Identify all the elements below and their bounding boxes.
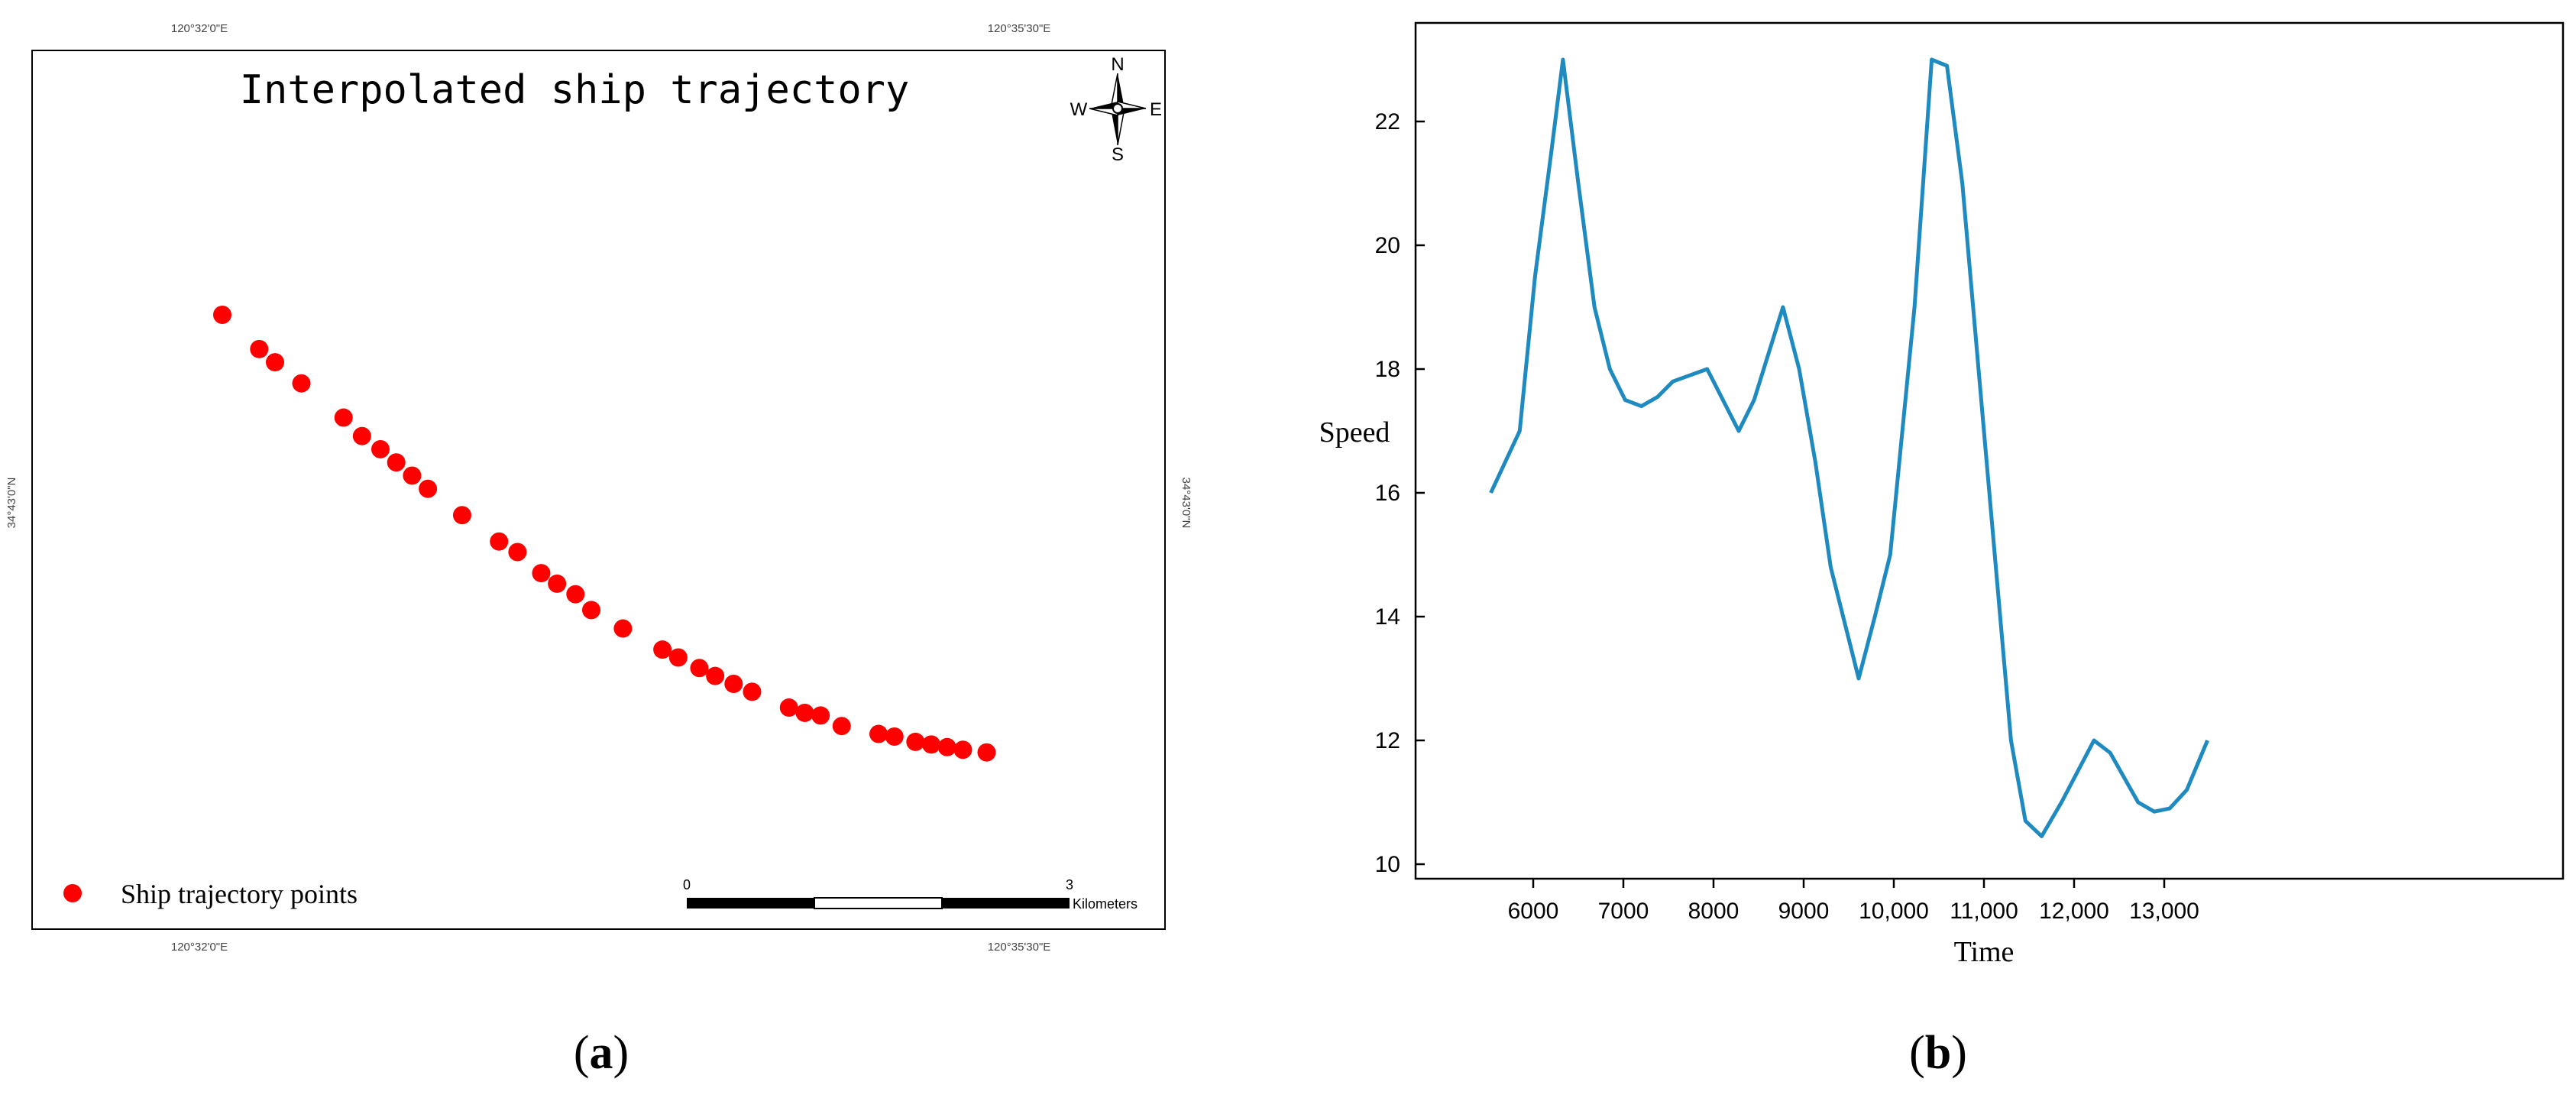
trajectory-point	[532, 564, 551, 583]
x-axis-ticks: 6000 7000 8000 9000 10,000 11,000 12,000 13,000	[1508, 879, 2199, 924]
y-tick-label: 16	[1375, 481, 1400, 506]
speed-series-line	[1489, 57, 2209, 838]
trajectory-point	[706, 666, 725, 685]
trajectory-point	[371, 439, 390, 458]
trajectory-point	[452, 506, 471, 525]
y-tick-label: 18	[1375, 357, 1400, 382]
trajectory-point	[266, 353, 284, 372]
scale-bar: 0 3 Kilometers	[683, 877, 1138, 912]
coord-bottom-right: 120°35'30"E	[988, 941, 1051, 954]
trajectory-point	[811, 706, 830, 725]
legend-marker	[63, 884, 82, 902]
trajectory-point	[922, 735, 941, 754]
x-tick-label: 10,000	[1859, 899, 1929, 924]
y-axis-ticks: 10 12 14 16 18 20 22	[1375, 109, 1425, 877]
x-tick-label: 8000	[1688, 899, 1739, 924]
compass-west-label: W	[1070, 99, 1088, 120]
trajectory-point	[779, 698, 798, 717]
trajectory-point	[403, 466, 422, 485]
trajectory-points	[213, 306, 996, 762]
compass-south-label: S	[1112, 144, 1124, 165]
panel-a-caption: (a)	[574, 1027, 629, 1079]
trajectory-point	[490, 532, 509, 551]
trajectory-point	[334, 408, 353, 427]
panel-a: 120°32'0"E 120°35'30"E 120°32'0"E 120°35…	[5, 22, 1193, 1079]
coord-left: 34°43'0"N	[5, 478, 18, 529]
chart-frame	[1414, 21, 2565, 880]
y-tick-label: 12	[1375, 728, 1400, 753]
trajectory-point	[937, 737, 956, 756]
trajectory-point	[953, 740, 972, 760]
coord-top-left: 120°32'0"E	[171, 22, 228, 35]
trajectory-point	[419, 479, 438, 498]
trajectory-point	[250, 339, 269, 358]
x-tick-label: 13,000	[2129, 899, 2199, 924]
coord-bottom-left: 120°32'0"E	[171, 941, 228, 954]
trajectory-point	[885, 727, 904, 746]
x-tick-label: 11,000	[1950, 899, 2018, 924]
map-frame	[31, 50, 1166, 930]
panel-b-caption: (b)	[1909, 1027, 1967, 1079]
y-axis-label: Speed	[1319, 416, 1390, 449]
x-axis-label: Time	[1954, 936, 2015, 968]
scale-end-label: 3	[1066, 877, 1073, 892]
trajectory-point	[977, 743, 996, 762]
scale-start-label: 0	[683, 877, 691, 892]
y-tick-label: 14	[1375, 604, 1400, 630]
y-tick-label: 20	[1375, 233, 1400, 258]
trajectory-point	[653, 640, 672, 659]
trajectory-point	[690, 659, 709, 678]
y-tick-label: 10	[1375, 852, 1400, 877]
trajectory-point	[668, 648, 688, 667]
trajectory-point	[292, 374, 311, 393]
trajectory-point	[213, 306, 231, 324]
trajectory-point	[906, 732, 925, 751]
x-tick-label: 12,000	[2039, 899, 2109, 924]
trajectory-point	[582, 601, 600, 620]
trajectory-point	[724, 675, 743, 693]
legend-label: Ship trajectory points	[121, 879, 358, 909]
trajectory-point	[743, 682, 762, 701]
x-tick-label: 7000	[1598, 899, 1649, 924]
trajectory-point	[566, 585, 585, 604]
map-legend: Ship trajectory points	[63, 879, 358, 909]
trajectory-point	[613, 619, 633, 638]
map-title: Interpolated ship trajectory	[240, 67, 910, 113]
compass-icon: N S E W	[1070, 54, 1162, 165]
trajectory-point	[795, 703, 814, 722]
x-tick-label: 9000	[1778, 899, 1830, 924]
x-tick-label: 6000	[1508, 899, 1559, 924]
trajectory-point	[869, 724, 888, 743]
coord-top-right: 120°35'30"E	[988, 22, 1051, 35]
trajectory-point	[508, 543, 527, 562]
trajectory-point	[352, 426, 371, 445]
compass-east-label: E	[1150, 99, 1162, 120]
panel-b: 10 12 14 16 18 20 22 6000 7000 8000 9000 10,000 11,…	[1319, 21, 2565, 1079]
scale-unit-label: Kilometers	[1073, 896, 1138, 912]
trajectory-point	[548, 574, 567, 593]
coord-right: 34°43'0"N	[1180, 478, 1193, 529]
trajectory-point	[832, 717, 851, 736]
trajectory-point	[387, 453, 406, 472]
y-tick-label: 22	[1375, 109, 1400, 134]
compass-north-label: N	[1111, 54, 1124, 75]
